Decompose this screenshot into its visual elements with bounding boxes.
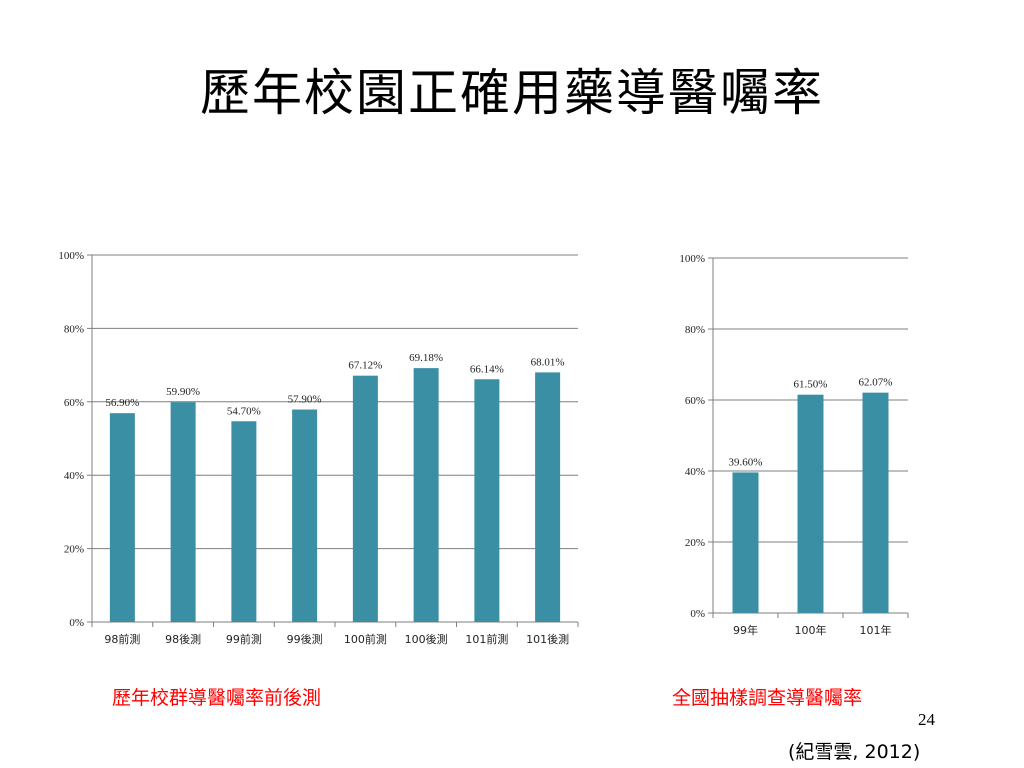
right-chart-category-label: 101年 <box>860 623 892 637</box>
slide-title: 歷年校園正確用藥導醫囑率 <box>200 64 824 122</box>
right-chart-y-tick-label: 100% <box>679 253 705 265</box>
right-chart-y-tick-label: 0% <box>690 608 705 620</box>
left-chart-y-tick-label: 20% <box>64 544 84 556</box>
right-chart-bar <box>797 394 824 613</box>
left-chart-bar <box>109 413 135 622</box>
left-chart-category-label: 101後測 <box>526 632 569 646</box>
left-chart-data-label: 68.01% <box>531 356 565 368</box>
right-chart-y-tick-label: 60% <box>685 395 705 407</box>
right-chart-y-tick-label: 40% <box>685 466 705 478</box>
left-chart-y-tick-label: 60% <box>64 397 84 409</box>
national-survey-bar-chart: 0% 20% 40% 60% 80% 100% 39.60% 99年 61.50% 100年 62.… <box>679 253 909 637</box>
right-chart-caption: 全國抽樣調查導醫囑率 <box>672 687 863 709</box>
right-chart-category-label: 100年 <box>795 623 827 637</box>
right-chart-data-label: 62.07% <box>859 377 893 389</box>
left-chart-category-label: 98前測 <box>104 632 140 646</box>
left-chart-bar <box>231 421 257 622</box>
left-chart-data-label: 66.14% <box>470 363 504 375</box>
left-chart-bar <box>352 375 378 622</box>
left-chart-y-tick-label: 80% <box>64 323 84 335</box>
left-chart-category-label: 99前測 <box>226 632 262 646</box>
citation: (紀雪雲, 2012) <box>788 741 921 763</box>
right-chart-y-tick-label: 80% <box>685 324 705 336</box>
left-chart-bar <box>535 372 561 622</box>
right-chart-bar <box>862 392 889 613</box>
left-chart-caption: 歷年校群導醫囑率前後測 <box>112 687 322 709</box>
left-chart-data-label: 56.90% <box>105 397 139 409</box>
left-chart-bar <box>474 379 500 622</box>
left-chart-data-label: 67.12% <box>348 360 382 372</box>
left-chart-category-label: 101前測 <box>465 632 508 646</box>
right-chart-data-label: 61.50% <box>794 379 828 391</box>
left-chart-category-label: 99後測 <box>287 632 323 646</box>
left-chart-y-tick-label: 40% <box>64 470 84 482</box>
left-chart-bar <box>292 409 318 622</box>
right-chart-y-tick-label: 20% <box>685 537 705 549</box>
right-chart-bar <box>732 472 759 613</box>
left-chart-category-label: 100前測 <box>344 632 387 646</box>
right-chart-category-label: 99年 <box>733 623 758 637</box>
left-chart-data-label: 69.18% <box>409 352 443 364</box>
left-chart-y-tick-label: 100% <box>58 250 84 262</box>
left-chart-data-label: 59.90% <box>166 386 200 398</box>
pre-post-test-bar-chart: 0% 20% 40% 60% 80% 100% 56.90% 98前測 59.90% 98後測 54… <box>58 250 579 646</box>
left-chart-category-label: 98後測 <box>165 632 201 646</box>
left-chart-data-label: 57.90% <box>288 394 322 406</box>
page-number: 24 <box>918 710 935 729</box>
left-chart-data-label: 54.70% <box>227 405 261 417</box>
left-chart-bar <box>170 402 196 622</box>
left-chart-y-tick-label: 0% <box>69 617 84 629</box>
left-chart-bar <box>413 368 439 622</box>
left-chart-category-label: 100後測 <box>405 632 448 646</box>
right-chart-data-label: 39.60% <box>729 456 763 468</box>
